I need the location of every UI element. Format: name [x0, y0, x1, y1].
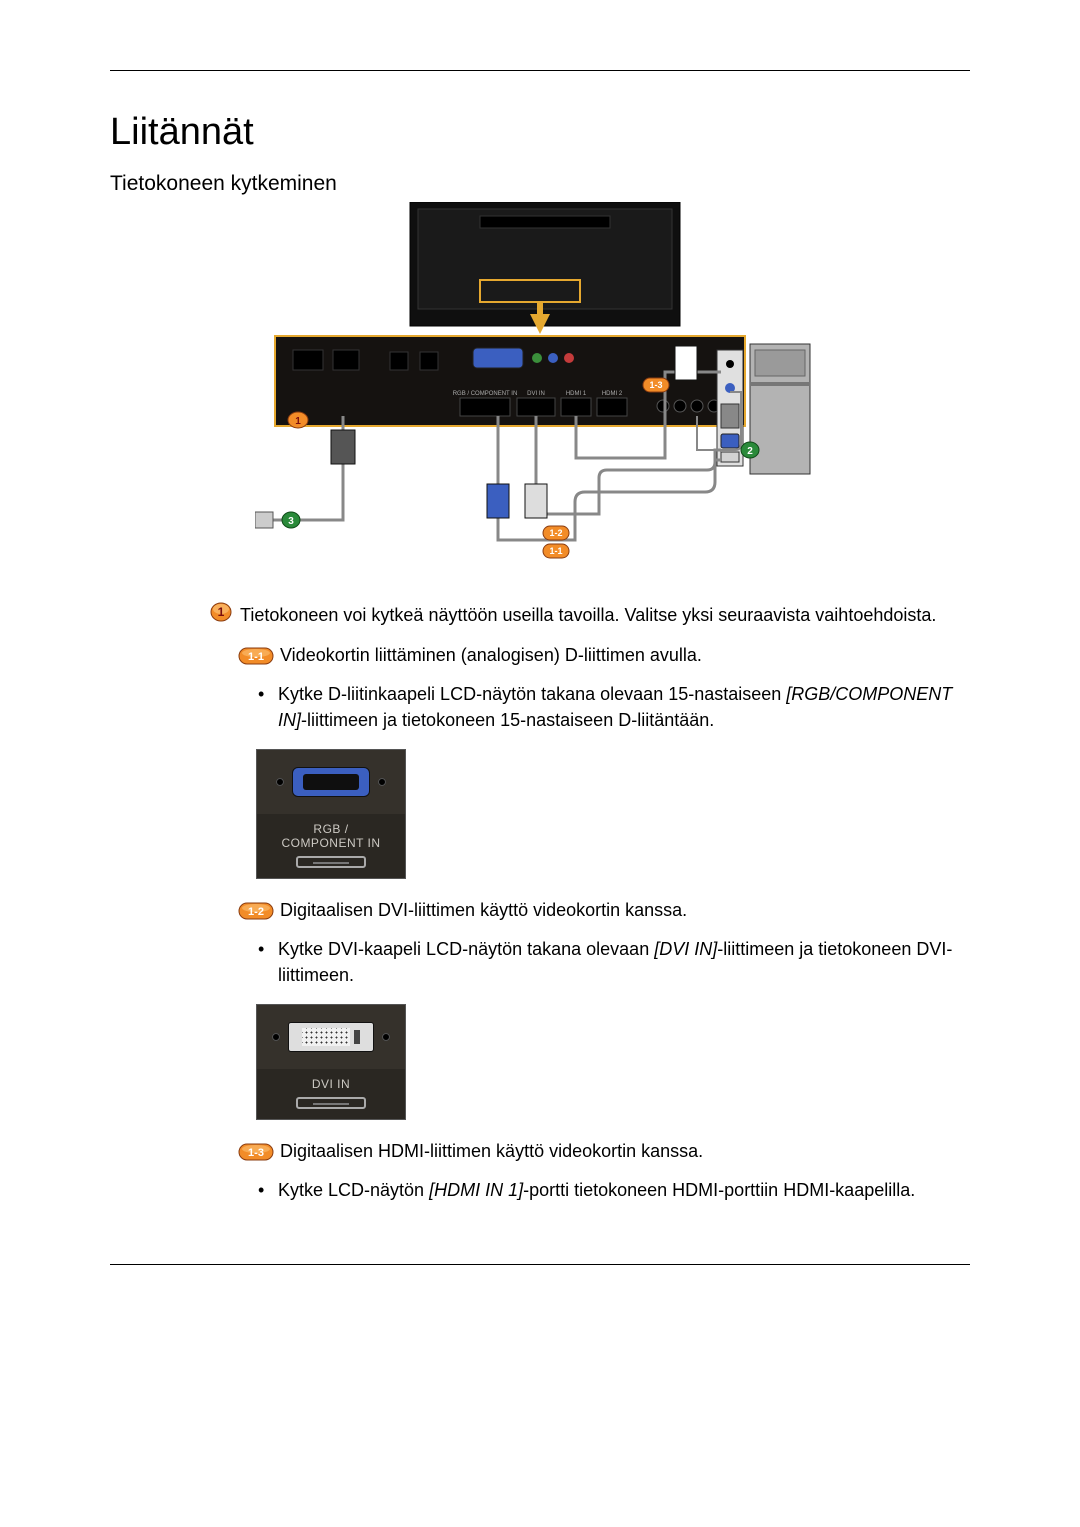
svg-text:DVI IN: DVI IN: [527, 391, 545, 397]
substep-1-1: 1-1 Videokortin liittäminen (analogisen)…: [238, 642, 970, 669]
substep-1-3: 1-3 Digitaalisen HDMI-liittimen käyttö v…: [238, 1138, 970, 1165]
callout-1: 1: [288, 412, 308, 428]
callout-1-1: 1-1: [543, 544, 569, 558]
bottom-rule: [110, 1264, 970, 1265]
callout-1-3: 1-3: [643, 378, 669, 392]
badge-1-3-icon: 1-3: [238, 1142, 274, 1162]
step-1: 1 Tietokoneen voi kytkeä näyttöön useill…: [210, 602, 970, 628]
substep-1-2-label: Digitaalisen DVI-liittimen käyttö videok…: [280, 897, 687, 924]
svg-text:1-1: 1-1: [248, 651, 264, 663]
step-1-text: Tietokoneen voi kytkeä näyttöön useilla …: [240, 602, 936, 628]
substep-1-1-label: Videokortin liittäminen (analogisen) D-l…: [280, 642, 702, 669]
svg-text:1-3: 1-3: [248, 1147, 264, 1159]
svg-text:1-3: 1-3: [649, 380, 662, 390]
callout-1-2: 1-2: [543, 526, 569, 540]
substep-1-1-bullet: Kytke D-liitinkaapeli LCD-näytön takana …: [256, 681, 970, 733]
bullet-1-2-italic: [DVI IN]: [654, 939, 717, 959]
badge-1-2-icon: 1-2: [238, 901, 274, 921]
port-dvi-label: DVI IN: [261, 1077, 401, 1091]
bullet-1-3-suffix: -portti tietokoneen HDMI-porttiin HDMI-k…: [523, 1180, 915, 1200]
bullet-1-3-italic: [HDMI IN 1]: [429, 1180, 523, 1200]
svg-text:1: 1: [218, 605, 225, 619]
svg-text:2: 2: [747, 446, 753, 457]
svg-text:HDMI 1: HDMI 1: [566, 391, 587, 397]
svg-text:3: 3: [288, 516, 294, 527]
bullet-1-1-prefix: Kytke D-liitinkaapeli LCD-näytön takana …: [278, 684, 786, 704]
substep-1-2: 1-2 Digitaalisen DVI-liittimen käyttö vi…: [238, 897, 970, 924]
top-rule: [110, 70, 970, 71]
svg-text:1: 1: [295, 416, 301, 427]
callout-2: 2: [741, 442, 759, 458]
instruction-content: 1 Tietokoneen voi kytkeä näyttöön useill…: [110, 602, 970, 1204]
svg-text:HDMI 2: HDMI 2: [602, 391, 623, 397]
callout-3: 3: [282, 512, 300, 528]
bullet-1-3-prefix: Kytke LCD-näytön: [278, 1180, 429, 1200]
svg-text:1-2: 1-2: [549, 528, 562, 538]
substep-1-2-bullet: Kytke DVI-kaapeli LCD-näytön takana olev…: [256, 936, 970, 988]
substep-1-3-label: Digitaalisen HDMI-liittimen käyttö video…: [280, 1138, 703, 1165]
page-title: Liitännät: [110, 111, 970, 154]
port-rgb-label-2: COMPONENT IN: [281, 836, 380, 850]
bullet-1-2-prefix: Kytke DVI-kaapeli LCD-näytön takana olev…: [278, 939, 654, 959]
subtitle: Tietokoneen kytkeminen: [110, 172, 970, 196]
substep-1-3-bullet: Kytke LCD-näytön [HDMI IN 1]-portti tiet…: [256, 1177, 970, 1203]
port-rgb-image: RGB /COMPONENT IN: [256, 749, 970, 879]
svg-text:1-2: 1-2: [248, 906, 264, 918]
badge-1-icon: 1: [210, 602, 232, 622]
badge-1-1-icon: 1-1: [238, 646, 274, 666]
port-rgb-label-1: RGB /: [313, 822, 348, 836]
port-dvi-image: DVI IN: [256, 1004, 970, 1120]
svg-text:RGB / COMPONENT IN: RGB / COMPONENT IN: [453, 391, 518, 397]
bullet-1-1-suffix: -liittimeen ja tietokoneen 15-nastaiseen…: [301, 710, 714, 730]
connection-diagram: RGB / COMPONENT IN DVI IN HDMI 1 HDMI 2: [255, 202, 825, 562]
svg-text:1-1: 1-1: [549, 546, 562, 556]
